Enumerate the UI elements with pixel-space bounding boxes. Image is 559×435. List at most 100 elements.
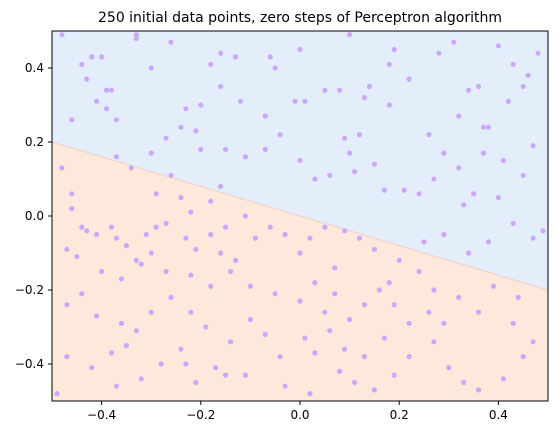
- data-point: [277, 132, 283, 138]
- data-point: [232, 257, 239, 263]
- data-point: [327, 172, 333, 178]
- data-point: [113, 154, 120, 160]
- data-point: [208, 283, 214, 289]
- data-point: [297, 298, 303, 304]
- data-point: [113, 235, 120, 241]
- data-point: [168, 294, 174, 300]
- data-point: [178, 124, 184, 130]
- y-tick-label: −0.4: [15, 357, 44, 371]
- data-point: [237, 98, 244, 104]
- data-point: [302, 98, 308, 104]
- data-point: [426, 309, 432, 315]
- data-point: [178, 194, 184, 201]
- data-point: [520, 83, 526, 90]
- data-point: [381, 187, 387, 193]
- y-tick-label: −0.2: [15, 283, 44, 297]
- data-point: [356, 132, 363, 138]
- plot-area: [52, 31, 548, 401]
- data-point: [118, 276, 125, 282]
- data-point: [153, 191, 159, 197]
- data-point: [242, 154, 249, 160]
- data-point: [218, 50, 224, 56]
- data-point: [431, 176, 437, 182]
- data-point: [376, 287, 382, 293]
- data-point: [530, 235, 536, 241]
- data-point: [356, 235, 363, 241]
- data-point: [103, 87, 110, 93]
- data-point: [218, 183, 224, 189]
- data-point: [500, 157, 506, 164]
- x-tick-label: 0.4: [489, 408, 508, 422]
- data-point: [227, 339, 234, 345]
- data-point: [272, 65, 278, 71]
- data-point: [69, 206, 75, 212]
- data-point: [480, 150, 487, 156]
- data-point: [461, 202, 467, 208]
- data-point: [118, 320, 125, 326]
- data-point: [406, 76, 412, 82]
- data-point: [361, 95, 368, 101]
- data-point: [277, 354, 283, 360]
- data-point: [416, 268, 422, 275]
- data-point: [223, 146, 229, 152]
- data-point: [79, 291, 85, 297]
- decision-boundary-line: [52, 141, 548, 291]
- data-point: [475, 387, 482, 393]
- data-point: [282, 383, 288, 389]
- data-point: [342, 228, 348, 234]
- x-tick-label: 0.0: [290, 408, 309, 422]
- data-point: [292, 98, 298, 104]
- data-point: [381, 335, 387, 341]
- data-point: [178, 346, 184, 352]
- data-point: [396, 257, 402, 263]
- data-point: [401, 187, 407, 193]
- data-point: [272, 291, 278, 297]
- data-point: [456, 294, 462, 300]
- data-point: [520, 354, 526, 360]
- x-tick-label: −0.4: [87, 408, 116, 422]
- data-point: [203, 324, 209, 330]
- data-point: [54, 391, 60, 397]
- data-point: [441, 231, 447, 238]
- data-point: [218, 250, 224, 256]
- data-point: [99, 54, 105, 60]
- data-point: [242, 213, 249, 219]
- y-axis: −0.4 −0.2 0.0 0.2 0.4: [15, 61, 52, 371]
- data-point: [505, 98, 511, 104]
- data-point: [123, 342, 129, 349]
- data-point: [510, 220, 516, 226]
- data-point: [128, 165, 134, 171]
- data-point: [163, 268, 169, 275]
- y-tick-label: 0.2: [25, 135, 44, 149]
- data-point: [108, 224, 115, 230]
- data-point: [94, 231, 100, 238]
- data-point: [158, 361, 164, 367]
- data-point: [347, 150, 353, 156]
- data-point: [406, 354, 412, 360]
- data-point: [252, 235, 258, 241]
- data-point: [495, 194, 501, 201]
- data-point: [391, 372, 397, 378]
- data-point: [361, 354, 368, 360]
- data-point: [103, 106, 110, 112]
- data-point: [386, 102, 392, 108]
- y-tick-label: 0.0: [25, 209, 44, 223]
- data-point: [148, 250, 154, 256]
- data-point: [79, 224, 85, 230]
- data-point: [123, 243, 129, 249]
- data-point: [530, 143, 536, 149]
- data-point: [371, 161, 377, 167]
- data-point: [535, 50, 541, 56]
- data-point: [406, 320, 412, 326]
- data-point: [466, 87, 472, 93]
- data-point: [223, 224, 229, 230]
- data-point: [307, 235, 313, 241]
- data-point: [267, 54, 273, 60]
- data-point: [416, 191, 422, 197]
- data-point: [59, 32, 65, 38]
- data-point: [113, 383, 120, 389]
- data-point: [133, 32, 139, 38]
- data-point: [108, 350, 115, 356]
- data-point: [188, 272, 194, 278]
- data-point: [307, 391, 313, 397]
